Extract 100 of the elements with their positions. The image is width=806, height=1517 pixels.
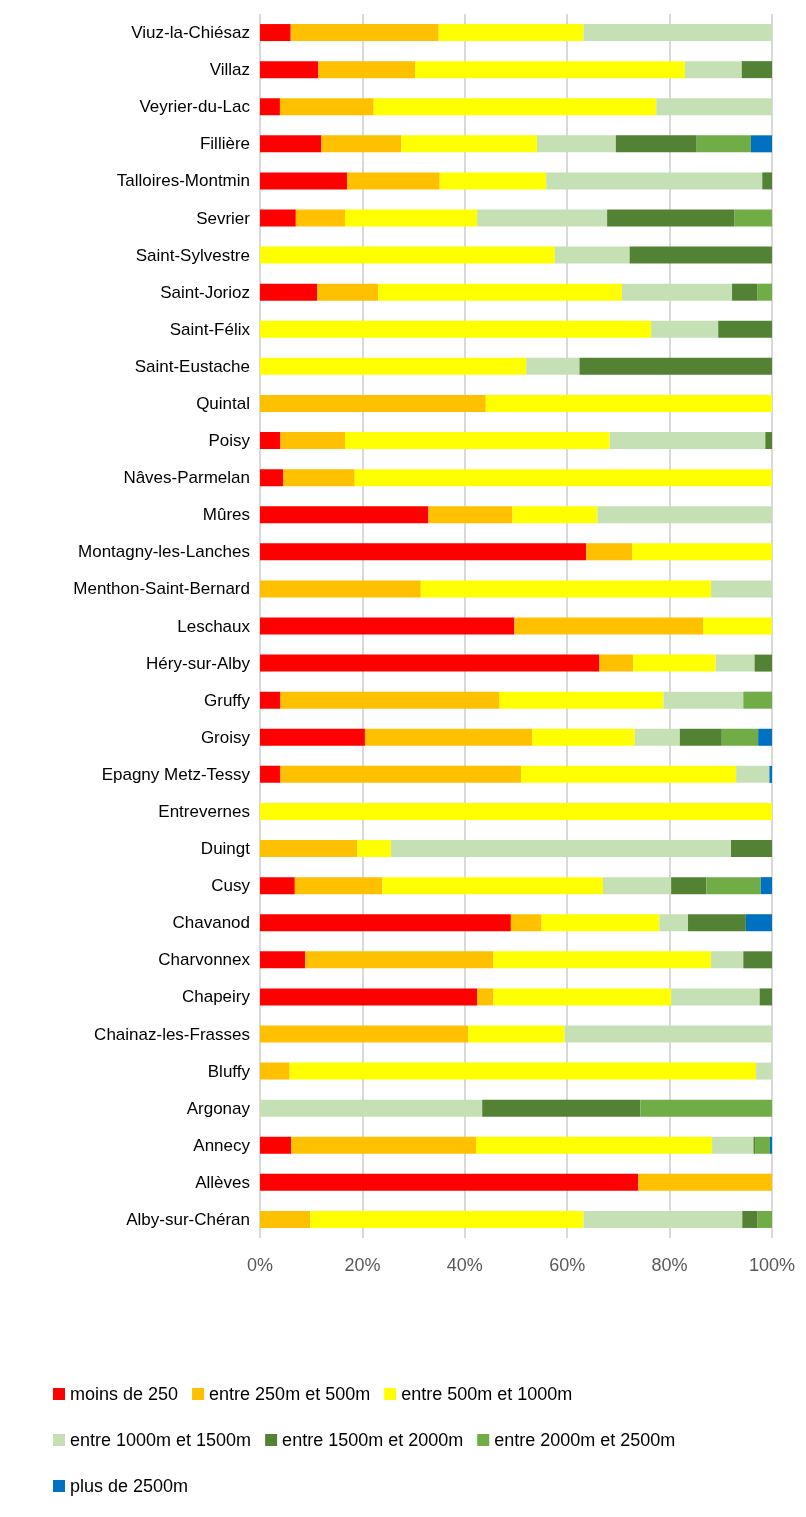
bar — [260, 172, 348, 190]
bar — [603, 877, 672, 895]
bar — [671, 988, 760, 1006]
bar — [493, 951, 712, 969]
bar — [651, 320, 719, 338]
bar — [640, 1099, 772, 1117]
bar — [260, 1062, 290, 1080]
bar — [607, 209, 735, 227]
bar — [260, 24, 291, 42]
bar — [512, 506, 598, 524]
y-tick-label: Quintal — [196, 393, 250, 413]
bar — [354, 469, 772, 487]
bar — [715, 654, 755, 672]
bar — [476, 1136, 713, 1154]
bar — [468, 1025, 565, 1043]
y-tick-label: Saint-Eustache — [134, 356, 250, 376]
bar — [731, 840, 772, 858]
bar — [609, 432, 766, 450]
bar — [428, 506, 513, 524]
bar — [711, 580, 772, 598]
y-tick-label: Poisy — [208, 431, 251, 451]
y-tick-label: Chavanod — [172, 913, 250, 933]
bar — [750, 135, 772, 153]
y-tick-label: Saint-Félix — [169, 319, 251, 339]
y-tick-label: Montagny-les-Lanches — [78, 542, 250, 562]
bar — [718, 320, 772, 338]
bar — [401, 135, 537, 153]
bar — [754, 654, 772, 672]
bar — [482, 1099, 641, 1117]
bar — [260, 135, 322, 153]
bar — [260, 394, 486, 412]
bar — [280, 691, 500, 709]
bar — [765, 432, 772, 450]
bar — [260, 98, 280, 116]
bar — [317, 283, 379, 301]
bar — [671, 877, 707, 895]
bar — [493, 988, 672, 1006]
bar — [583, 24, 772, 42]
bar — [712, 1136, 754, 1154]
y-tick-label: Bluffy — [207, 1061, 251, 1081]
legend-label: entre 1500m et 2000m — [282, 1430, 464, 1450]
bar — [745, 914, 772, 932]
bar — [546, 172, 763, 190]
y-tick-label: Veyrier-du-Lac — [139, 97, 251, 117]
bar — [736, 765, 770, 783]
y-tick-label: Chainaz-les-Frasses — [94, 1024, 250, 1044]
bar — [632, 543, 772, 561]
legend-label: entre 500m et 1000m — [401, 1384, 573, 1404]
bar — [260, 61, 319, 79]
y-tick-label: Fillière — [199, 134, 250, 154]
y-tick-label: Argonay — [186, 1098, 251, 1118]
bar — [439, 172, 547, 190]
bar — [357, 840, 392, 858]
bar — [260, 283, 318, 301]
y-tick-label: Annecy — [193, 1135, 251, 1155]
bar — [755, 1136, 770, 1154]
x-tick-label: 60% — [549, 1255, 586, 1275]
bar — [762, 172, 772, 190]
bar — [260, 728, 365, 746]
bar — [510, 914, 542, 932]
y-tick-label: Epagny Metz-Tessy — [101, 764, 251, 784]
bar — [260, 914, 511, 932]
bar — [536, 135, 616, 153]
bar — [283, 469, 355, 487]
x-tick-label: 80% — [651, 1255, 688, 1275]
bar — [485, 394, 772, 412]
y-tick-label: Viuz-la-Chiésaz — [131, 23, 250, 43]
bar — [656, 98, 772, 116]
bar — [554, 246, 630, 264]
y-tick-label: Gruffy — [204, 690, 251, 710]
bar — [769, 1136, 772, 1154]
bar — [579, 357, 772, 375]
bar — [260, 951, 306, 969]
y-tick-label: Talloires-Montmin — [116, 171, 250, 191]
y-tick-label: Allèves — [195, 1172, 250, 1192]
bar — [260, 1025, 469, 1043]
bar — [291, 1136, 477, 1154]
bar — [260, 1210, 311, 1228]
bar — [759, 988, 772, 1006]
bar — [295, 209, 345, 227]
bar — [532, 728, 635, 746]
bar — [742, 1210, 758, 1228]
bar — [629, 246, 772, 264]
bar — [344, 209, 478, 227]
bar — [260, 320, 652, 338]
bar — [743, 691, 772, 709]
bar — [290, 24, 439, 42]
bar — [564, 1025, 772, 1043]
y-tick-label: Saint-Jorioz — [160, 282, 250, 302]
x-tick-label: 40% — [446, 1255, 483, 1275]
bar — [541, 914, 660, 932]
bar — [499, 691, 664, 709]
bar — [260, 246, 555, 264]
y-tick-label: Héry-sur-Alby — [146, 653, 251, 673]
bar — [721, 728, 759, 746]
bar — [679, 728, 722, 746]
bar — [597, 506, 772, 524]
y-tick-label: Alby-sur-Chéran — [126, 1209, 250, 1229]
bar — [305, 951, 494, 969]
bar — [684, 61, 742, 79]
